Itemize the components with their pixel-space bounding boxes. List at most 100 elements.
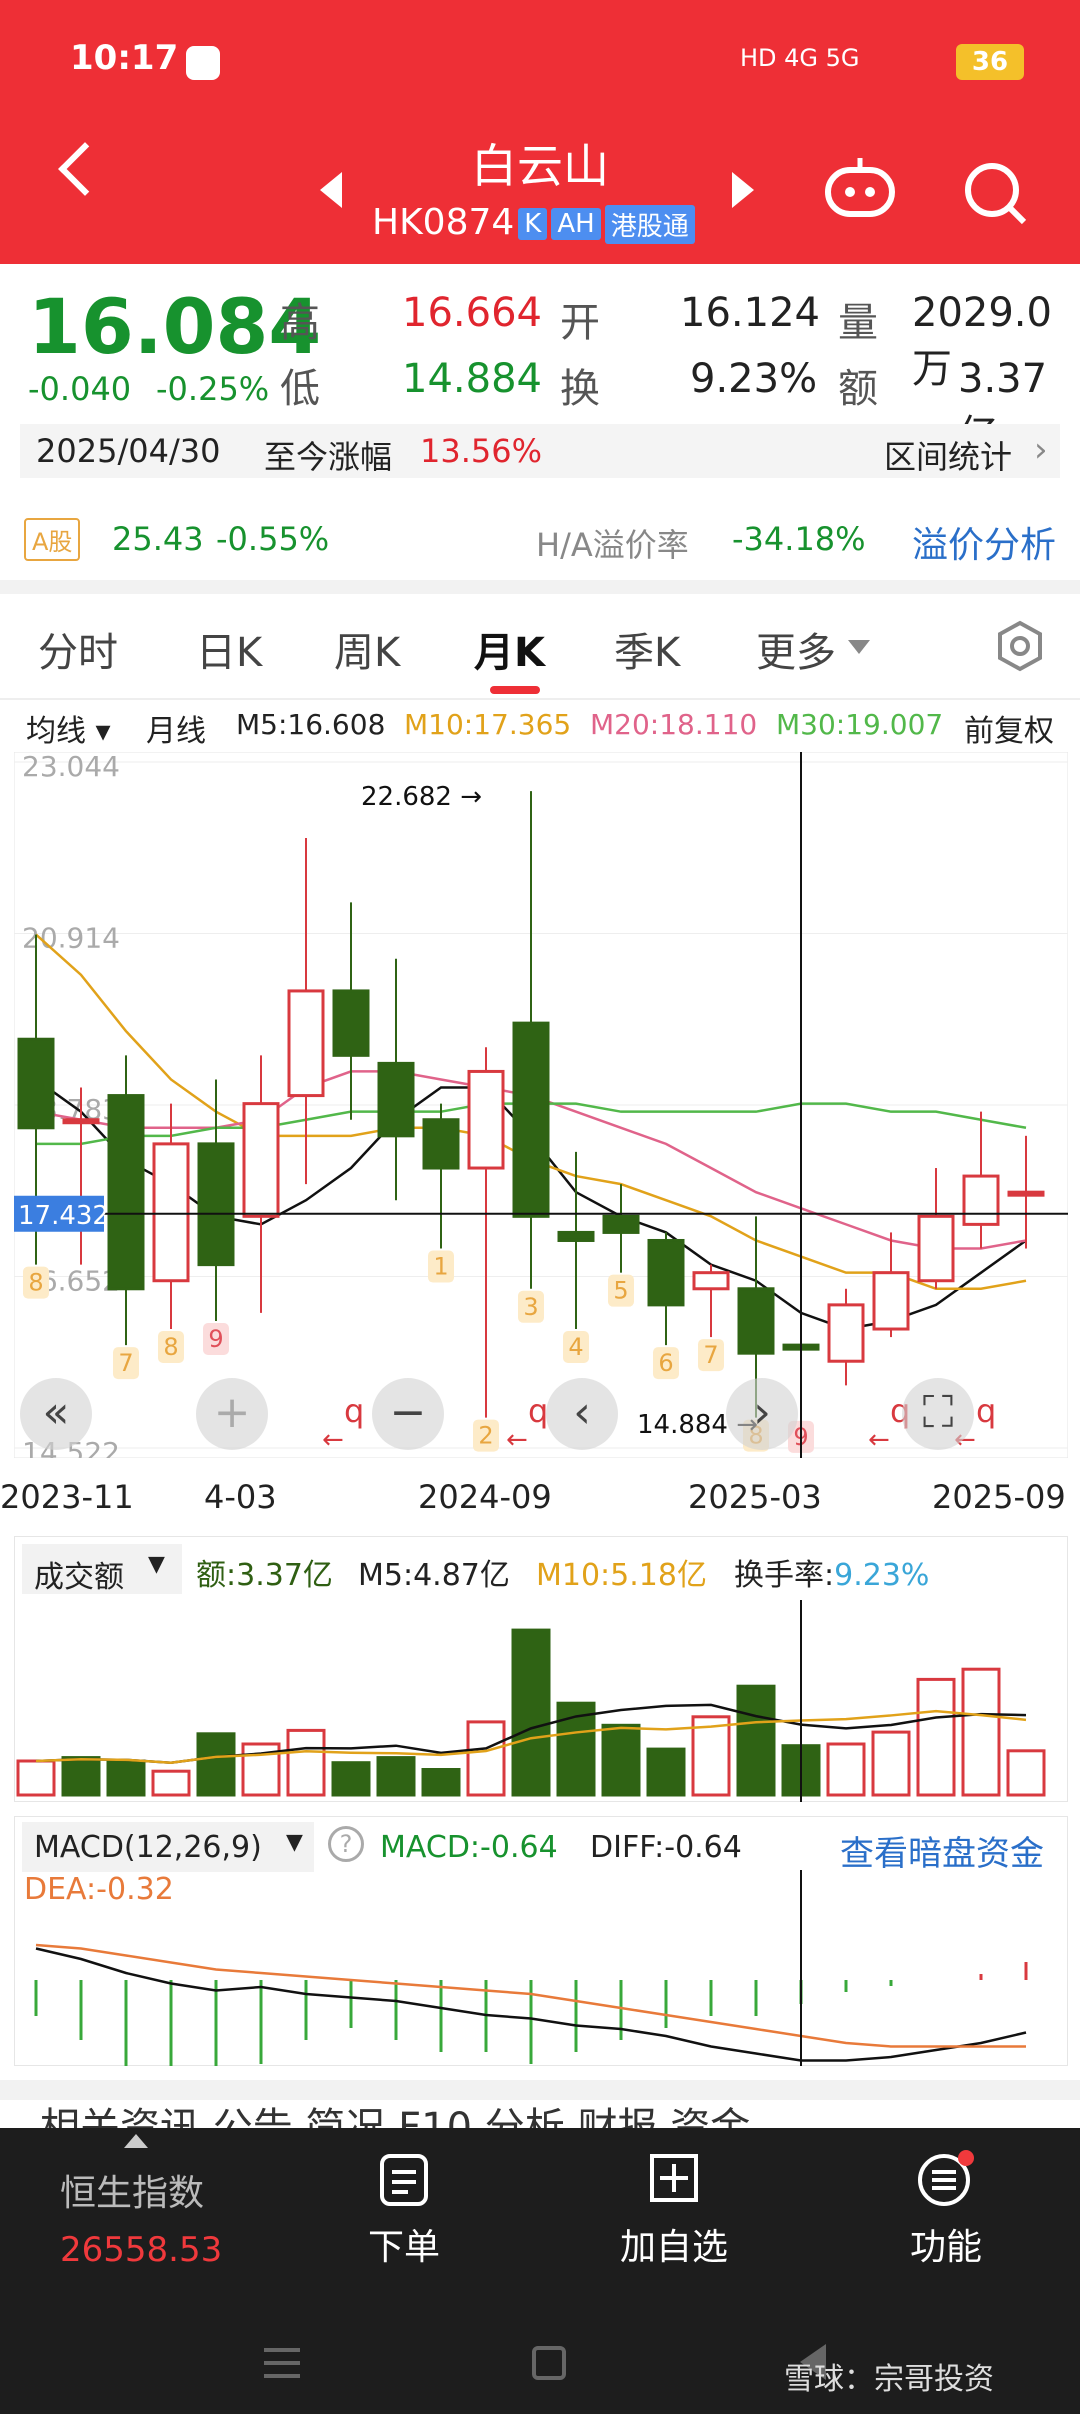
- settings-icon[interactable]: [994, 620, 1046, 672]
- candle-body: [557, 1230, 595, 1242]
- range-value: 13.56%: [420, 432, 543, 470]
- order-icon[interactable]: [378, 2152, 430, 2208]
- candle-body: [647, 1238, 685, 1307]
- high-label: 高: [280, 300, 320, 346]
- volume-bar: [736, 1684, 776, 1797]
- x-tick-4: 2025-09: [932, 1478, 1066, 1516]
- macd-selector[interactable]: MACD(12,26,9) ▼: [22, 1822, 314, 1872]
- x-tick-0: 2023-11: [0, 1478, 134, 1516]
- turnover-label: 换: [560, 366, 600, 412]
- td-marker: 8: [28, 1269, 43, 1297]
- volume-bar: [646, 1747, 686, 1797]
- candle-body: [17, 1037, 55, 1130]
- volume-value: 2029.0万: [912, 290, 1052, 392]
- candle-body: [512, 1021, 550, 1218]
- candle-body: [422, 1118, 460, 1170]
- signal-arrow: ←: [868, 1425, 890, 1455]
- search-icon[interactable]: [962, 160, 1028, 226]
- td-marker-bg: [473, 1419, 499, 1452]
- index-value: 26558.53: [60, 2230, 223, 2270]
- premium-analysis-link[interactable]: 溢价分析: [912, 525, 1057, 566]
- tab-intraday[interactable]: 分时: [38, 630, 118, 676]
- open-value: 16.124: [680, 290, 820, 336]
- prev-stock-icon[interactable]: [320, 172, 342, 208]
- function-button[interactable]: 功能: [910, 2227, 983, 2268]
- macd-chart: [34, 1870, 1028, 2066]
- fullscreen-icon[interactable]: ⛶: [902, 1378, 974, 1450]
- order-button[interactable]: 下单: [368, 2227, 441, 2268]
- chevron-right-icon: ›: [1034, 430, 1048, 470]
- volume-bar: [331, 1761, 371, 1797]
- index-name[interactable]: 恒生指数: [60, 2173, 205, 2214]
- volume-bar: [376, 1756, 416, 1797]
- tab-weekly[interactable]: 周K: [334, 630, 401, 676]
- signal-q: q: [528, 1392, 548, 1430]
- range-label: 至今涨幅: [264, 438, 393, 476]
- dark-pool-link[interactable]: 查看暗盘资金: [840, 1834, 1044, 1874]
- system-menu-icon[interactable]: [264, 2348, 300, 2378]
- info-tabs-strip[interactable]: 相关资讯 公告 简况 F10 分析 财报 资金: [40, 2105, 751, 2130]
- scroll-left-icon[interactable]: ‹: [546, 1378, 618, 1450]
- y-tick-label: 23.044: [22, 752, 120, 783]
- volume-bar: [151, 1769, 191, 1797]
- candle-body: [692, 1271, 730, 1291]
- active-tab-indicator: [490, 686, 540, 694]
- next-stock-icon[interactable]: [732, 172, 754, 208]
- candle-body: [62, 1118, 100, 1125]
- td-marker-bg: [428, 1250, 454, 1283]
- ashare-change: -0.55%: [216, 520, 330, 558]
- td-marker-bg: [158, 1331, 184, 1364]
- ma-type-selector[interactable]: 均线 ▾: [26, 714, 111, 749]
- volume-bar: [16, 1759, 56, 1797]
- scroll-right-icon[interactable]: ›: [726, 1378, 798, 1450]
- add-watchlist-button[interactable]: 加自选: [620, 2227, 729, 2268]
- ma10-value: M10:17.365: [404, 708, 572, 741]
- td-marker: 7: [118, 1349, 133, 1377]
- td-marker-bg: [698, 1339, 724, 1372]
- x-tick-1: 4-03: [204, 1478, 277, 1516]
- candle-body: [917, 1214, 955, 1283]
- ma30-value: M30:19.007: [776, 708, 944, 741]
- network-status: HD 4G 5G: [740, 44, 860, 72]
- function-menu-icon[interactable]: [916, 2150, 976, 2208]
- tab-monthly[interactable]: 月K: [474, 630, 545, 676]
- zoom-in-icon[interactable]: +: [196, 1378, 268, 1450]
- system-home-icon[interactable]: [532, 2346, 566, 2380]
- system-back-icon[interactable]: [800, 2344, 826, 2380]
- td-marker-bg: [23, 1266, 49, 1299]
- price-adjust-mode[interactable]: 前复权: [964, 714, 1054, 749]
- price-change-pct: -0.25%: [156, 370, 270, 408]
- volume-selector[interactable]: 成交额 ▼: [22, 1544, 182, 1595]
- stock-title: 白云山: [471, 139, 609, 193]
- tab-quarterly[interactable]: 季K: [614, 630, 681, 676]
- td-marker-bg: [518, 1290, 544, 1323]
- volume-bar: [286, 1728, 326, 1797]
- candle-body: [377, 1061, 415, 1138]
- collapse-left-icon[interactable]: «: [20, 1378, 92, 1450]
- td-marker: 3: [523, 1293, 538, 1321]
- tab-more[interactable]: 更多: [756, 630, 836, 676]
- last-price: 16.084: [28, 282, 322, 371]
- add-watchlist-icon[interactable]: [648, 2152, 700, 2204]
- candle-body: [107, 1094, 145, 1291]
- td-marker: 4: [568, 1333, 583, 1361]
- candle-body: [872, 1271, 910, 1331]
- volume-turnover-value: 9.23%: [834, 1558, 930, 1593]
- robot-assistant-icon[interactable]: [822, 158, 898, 222]
- macd-label: MACD(12,26,9): [34, 1830, 262, 1865]
- expand-up-icon[interactable]: [124, 2134, 148, 2148]
- tab-daily[interactable]: 日K: [196, 630, 263, 676]
- help-icon[interactable]: ?: [328, 1826, 364, 1862]
- section-divider: [0, 580, 1080, 594]
- range-bar[interactable]: 2025/04/30 至今涨幅 13.56% 区间统计 ›: [20, 424, 1060, 478]
- volume-bar: [466, 1720, 506, 1797]
- tabs-divider: [0, 698, 1080, 700]
- back-arrow-icon[interactable]: [58, 142, 112, 196]
- range-stat-link[interactable]: 区间统计: [884, 438, 1013, 476]
- ha-premium-value: -34.18%: [732, 520, 866, 558]
- zoom-out-icon[interactable]: −: [372, 1378, 444, 1450]
- ashare-price: 25.43: [112, 520, 204, 558]
- volume-chart: [16, 1600, 1046, 1802]
- low-label: 低: [280, 366, 320, 412]
